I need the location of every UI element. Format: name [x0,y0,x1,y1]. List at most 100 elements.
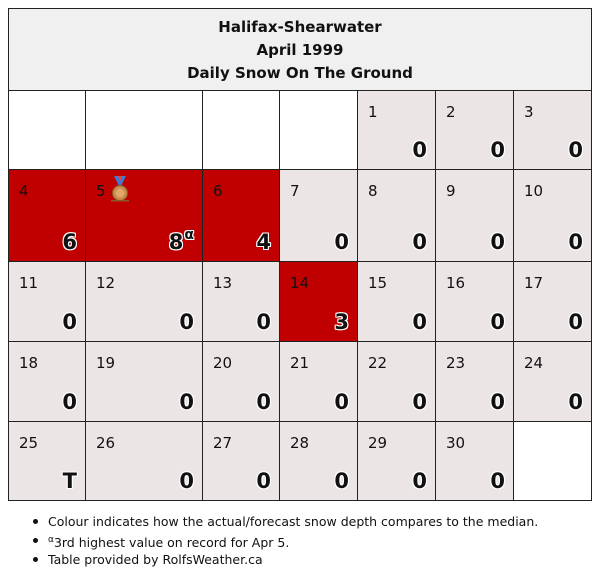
blank-cell [9,91,86,170]
snow-depth-value: 3 [334,310,349,334]
snow-depth-value: 0 [256,469,271,493]
day-cell-10: 10 0 [514,170,591,262]
snow-depth-value: 0 [334,390,349,414]
snow-depth-number: 0 [490,390,505,414]
day-cell-27: 27 0 [203,422,280,500]
blank-cell [514,422,591,500]
day-cell-21: 21 0 [280,342,358,422]
blank-cell [203,91,280,170]
snow-depth-value: 0 [179,310,194,334]
station-name: Halifax-Shearwater [218,18,382,36]
snow-depth-value: 0 [334,230,349,254]
month-title: April 1999 [256,41,344,59]
day-cell-18: 18 0 [9,342,86,422]
day-number: 16 [446,274,466,292]
snow-depth-value: 0 [179,469,194,493]
snow-depth-value: 0 [256,310,271,334]
snow-depth-value: 0 [412,390,427,414]
day-number: 1 [368,103,378,121]
snow-depth-number: 0 [412,469,427,493]
day-number: 25 [19,434,39,452]
day-number: 26 [96,434,116,452]
day-number: 21 [290,354,310,372]
snow-depth-value: 0 [490,230,505,254]
snow-depth-value: T [63,469,77,493]
day-cell-30: 30 0 [436,422,514,500]
snow-depth-value: 0 [568,230,583,254]
day-cell-22: 22 0 [358,342,436,422]
day-number: 30 [446,434,466,452]
snow-depth-number: 0 [179,469,194,493]
day-cell-24: 24 0 [514,342,591,422]
day-cell-5: 5 8α [86,170,203,262]
snow-depth-number: 0 [412,390,427,414]
day-cell-12: 12 0 [86,262,203,342]
calendar-header: Halifax-Shearwater April 1999 Daily Snow… [9,9,591,91]
day-cell-25: 25 T [9,422,86,500]
record-marker: α [184,227,194,243]
snow-depth-value: 0 [412,469,427,493]
snow-depth-value: 0 [256,390,271,414]
day-cell-13: 13 0 [203,262,280,342]
snow-depth-number: 0 [490,138,505,162]
day-cell-29: 29 0 [358,422,436,500]
snow-depth-number: 0 [256,469,271,493]
day-number: 6 [213,182,223,200]
day-number: 2 [446,103,456,121]
day-number: 28 [290,434,310,452]
snow-depth-number: 0 [334,469,349,493]
snow-depth-value: 0 [412,230,427,254]
snow-depth-number: 0 [568,230,583,254]
snow-depth-value: 0 [568,310,583,334]
snow-depth-value: 0 [179,390,194,414]
snow-depth-number: 0 [490,310,505,334]
day-number: 24 [524,354,544,372]
day-number: 10 [524,182,544,200]
snow-depth-value: 0 [568,138,583,162]
day-number: 4 [19,182,29,200]
snow-depth-value: 0 [490,469,505,493]
snow-calendar: Halifax-Shearwater April 1999 Daily Snow… [8,8,592,501]
snow-depth-number: 0 [62,310,77,334]
snow-depth-value: 6 [62,230,77,254]
snow-depth-number: 4 [256,230,271,254]
note-colour-text: Colour indicates how the actual/forecast… [48,514,539,529]
snow-depth-number: 0 [334,390,349,414]
snow-depth-number: T [62,469,77,493]
snow-depth-value: 0 [412,138,427,162]
note-record: α3rd highest value on record for Apr 5. [30,531,538,550]
snow-depth-value: 4 [256,230,271,254]
snow-depth-value: 8α [168,227,194,254]
snow-depth-number: 8 [168,230,184,254]
day-cell-15: 15 0 [358,262,436,342]
snow-depth-number: 0 [62,390,77,414]
day-number: 23 [446,354,466,372]
day-cell-11: 11 0 [9,262,86,342]
snow-depth-number: 6 [62,230,77,254]
note-colour: Colour indicates how the actual/forecast… [30,512,538,531]
snow-depth-number: 0 [568,310,583,334]
calendar-subtitle: Daily Snow On The Ground [187,64,413,82]
bronze-medal-icon [111,176,129,202]
day-cell-26: 26 0 [86,422,203,500]
snow-depth-value: 0 [490,138,505,162]
day-number: 15 [368,274,388,292]
day-cell-14: 14 3 [280,262,358,342]
day-cell-17: 17 0 [514,262,591,342]
blank-cell [280,91,358,170]
day-number: 7 [290,182,300,200]
snow-depth-number: 0 [568,138,583,162]
snow-depth-number: 0 [256,390,271,414]
day-cell-20: 20 0 [203,342,280,422]
day-number: 8 [368,182,378,200]
notes-list: Colour indicates how the actual/forecast… [30,512,538,569]
day-number: 13 [213,274,233,292]
day-number: 22 [368,354,388,372]
blank-cell [86,91,203,170]
snow-depth-value: 0 [490,310,505,334]
